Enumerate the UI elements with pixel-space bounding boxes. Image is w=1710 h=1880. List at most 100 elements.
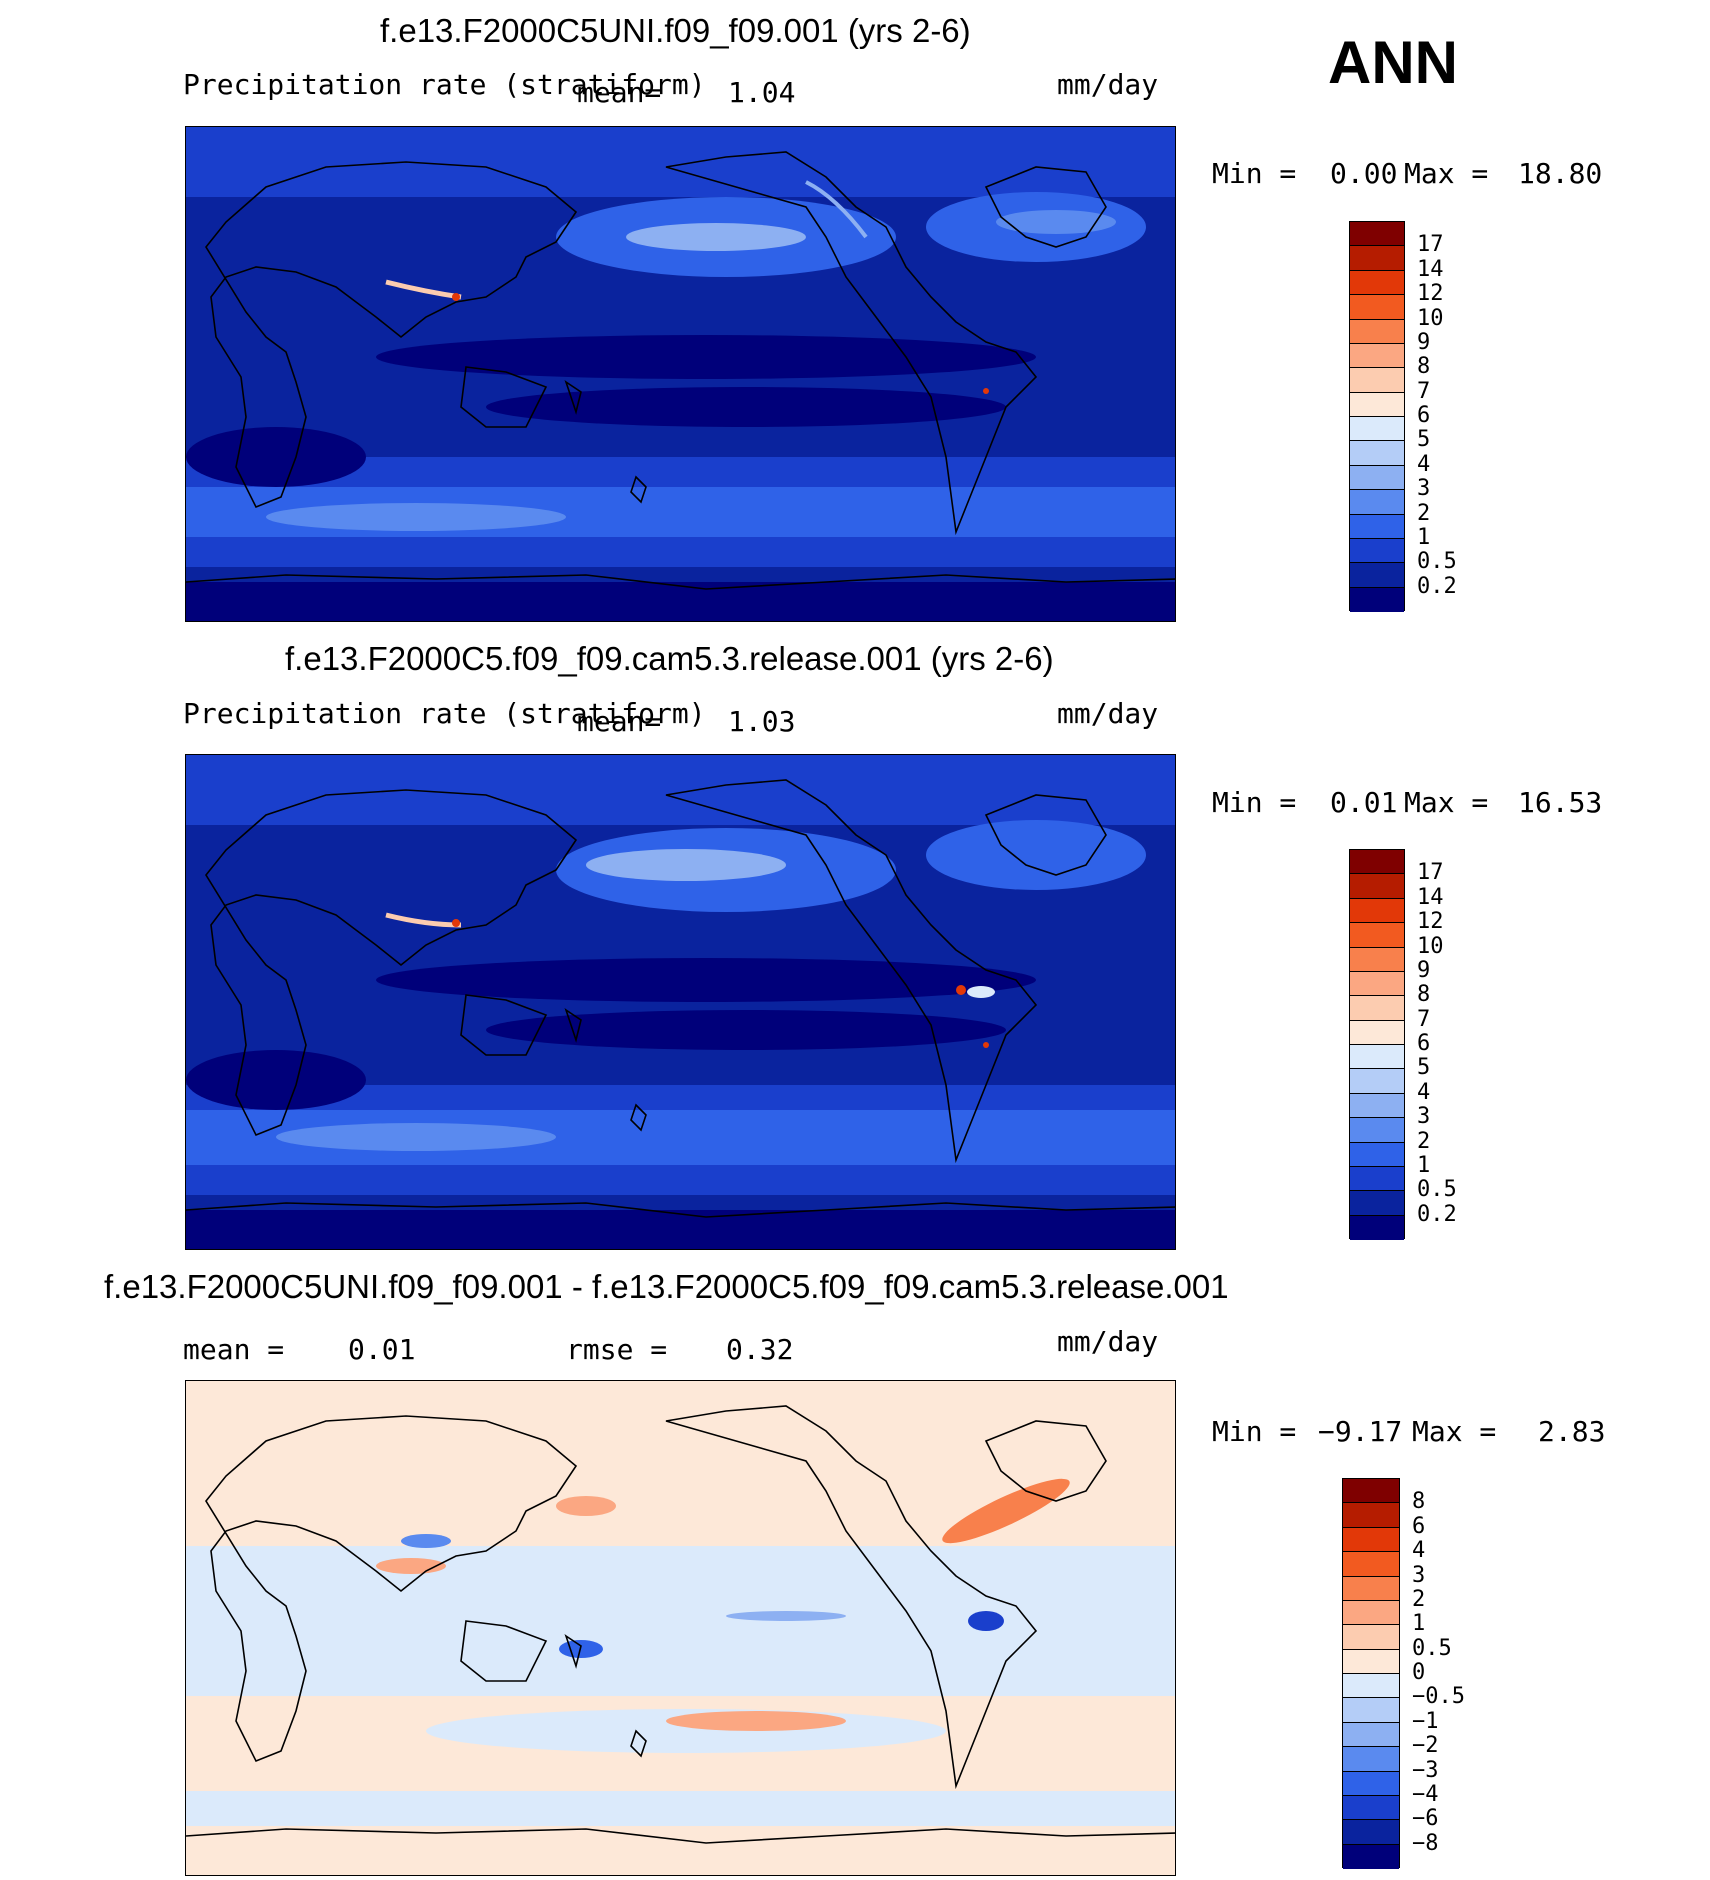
panel-1-map <box>185 126 1176 622</box>
panel-1-colorbar <box>1349 221 1405 612</box>
colorbar-swatch <box>1343 1771 1399 1796</box>
colorbar-swatch <box>1350 1166 1404 1192</box>
precip-map-2 <box>186 755 1175 1249</box>
colorbar-tick-label: 3 <box>1412 1562 1426 1588</box>
colorbar-tick-label: −1 <box>1412 1708 1439 1734</box>
colorbar-swatch <box>1350 490 1404 515</box>
panel-3-units: mm/day <box>1057 1325 1159 1358</box>
colorbar-tick-label: 4 <box>1417 1079 1431 1105</box>
colorbar-tick-label: 0.5 <box>1412 1635 1452 1661</box>
panel-2-min-label: Min = <box>1212 786 1297 819</box>
map-1-alaska-band <box>805 180 868 239</box>
colorbar-tick-label: 7 <box>1417 1006 1431 1032</box>
colorbar-swatch <box>1350 1191 1404 1216</box>
colorbar-swatch <box>1350 441 1404 466</box>
map-1-sh-storm-light <box>266 503 566 531</box>
colorbar-tick-label: 3 <box>1417 1104 1431 1130</box>
map-3-coastlines <box>186 1405 1175 1844</box>
colorbar-tick-label: 0.2 <box>1417 1201 1457 1227</box>
colorbar-swatch <box>1343 1503 1399 1528</box>
panel-1-mean-label: mean= <box>577 76 662 109</box>
map-1-npac-core <box>626 223 806 251</box>
map-2-npac-core <box>586 849 786 881</box>
colorbar-tick-label: 6 <box>1417 1031 1431 1056</box>
panel-1-units: mm/day <box>1057 68 1159 101</box>
panel-2-colorbar <box>1349 849 1405 1240</box>
panel-3-map <box>185 1380 1176 1876</box>
colorbar-swatch <box>1350 971 1404 997</box>
colorbar-swatch <box>1350 319 1404 344</box>
panel-2-map <box>185 754 1176 1250</box>
map-1-coastlines <box>186 151 1175 590</box>
colorbar-swatch <box>1350 343 1404 369</box>
colorbar-swatch <box>1343 1674 1399 1699</box>
colorbar-tick-label: 3 <box>1417 476 1431 502</box>
map-1-natl-core <box>996 210 1116 234</box>
colorbar-swatch <box>1343 1747 1399 1772</box>
colorbar-tick-label: 5 <box>1417 1055 1431 1081</box>
colorbar-swatch <box>1343 1600 1399 1626</box>
colorbar-tick-label: 0 <box>1412 1660 1426 1685</box>
colorbar-tick-label: 1 <box>1412 1611 1426 1637</box>
colorbar-swatch <box>1350 538 1404 564</box>
colorbar-tick-label: 2 <box>1417 500 1431 526</box>
colorbar-tick-label: 17 <box>1417 860 1444 886</box>
panel-1-variable: Precipitation rate (stratiform) <box>183 68 706 101</box>
panel-2-variable: Precipitation rate (stratiform) <box>183 697 706 730</box>
map-2-satl-dry <box>186 1050 366 1110</box>
map-2-nh-band <box>186 755 1175 825</box>
map-1-himalaya-peak <box>452 293 460 301</box>
panel-1-title: f.e13.F2000C5UNI.f09_f09.001 (yrs 2-6) <box>380 12 971 49</box>
panel-2-mean-value: 1.03 <box>728 705 796 738</box>
colorbar-tick-label: 14 <box>1417 884 1444 910</box>
colorbar-tick-label: −3 <box>1412 1757 1439 1783</box>
map-2-coastlines <box>186 779 1175 1218</box>
colorbar-tick-label: 6 <box>1417 403 1431 428</box>
colorbar-tick-label: −0.5 <box>1412 1684 1465 1710</box>
colorbar-swatch <box>1350 246 1404 271</box>
colorbar-swatch <box>1350 1045 1404 1070</box>
colorbar-tick-label: 2 <box>1417 1128 1431 1154</box>
map-2-natl-storm <box>926 820 1146 890</box>
colorbar-swatch <box>1343 1698 1399 1723</box>
map-1-sp-dry <box>486 387 1006 427</box>
panel-2-max-value: 16.53 <box>1518 786 1603 819</box>
colorbar-tick-label: 14 <box>1417 256 1444 282</box>
panel-3-title: f.e13.F2000C5UNI.f09_f09.001 - f.e13.F20… <box>104 1268 1229 1305</box>
colorbar-tick-label: 4 <box>1412 1538 1426 1564</box>
colorbar-tick-label: 0.5 <box>1417 1177 1457 1203</box>
colorbar-swatch <box>1350 1142 1404 1167</box>
colorbar-swatch <box>1343 1844 1399 1869</box>
panel-2-max-label: Max = <box>1404 786 1489 819</box>
panel-3-mean-value: 0.01 <box>348 1333 416 1366</box>
map-1-antarctic <box>186 582 1175 621</box>
season-label: ANN <box>1328 29 1458 96</box>
colorbar-swatch <box>1343 1576 1399 1601</box>
panel-3-mean-label: mean = <box>183 1333 285 1366</box>
colorbar-tick-label: 10 <box>1417 305 1444 331</box>
colorbar-tick-label: 10 <box>1417 933 1444 959</box>
panel-2-mean-label: mean= <box>577 705 662 738</box>
panel-2-title: f.e13.F2000C5.f09_f09.cam5.3.release.001… <box>285 640 1054 677</box>
colorbar-swatch <box>1350 923 1404 948</box>
colorbar-swatch <box>1350 465 1404 491</box>
map-2-sp-dry <box>486 1010 1006 1050</box>
panel-3-min-value: −9.17 <box>1318 1415 1403 1448</box>
panel-3-rmse-label: rmse = <box>566 1333 668 1366</box>
map-3-spcz-pos <box>666 1711 846 1731</box>
colorbar-swatch <box>1350 947 1404 972</box>
colorbar-swatch <box>1350 1118 1404 1143</box>
colorbar-swatch <box>1350 850 1404 875</box>
colorbar-tick-label: −2 <box>1412 1733 1439 1759</box>
map-2-antarctic <box>186 1210 1175 1249</box>
colorbar-tick-label: 12 <box>1417 909 1444 935</box>
colorbar-swatch <box>1343 1649 1399 1674</box>
colorbar-swatch <box>1350 1069 1404 1094</box>
map-3-itcz-neg <box>726 1611 846 1621</box>
map-3-himalaya-neg <box>401 1534 451 1548</box>
colorbar-tick-label: 9 <box>1417 329 1431 355</box>
colorbar-swatch <box>1343 1795 1399 1821</box>
panel-3-rmse-value: 0.32 <box>726 1333 794 1366</box>
colorbar-tick-label: −8 <box>1412 1830 1439 1856</box>
colorbar-swatch <box>1350 368 1404 393</box>
